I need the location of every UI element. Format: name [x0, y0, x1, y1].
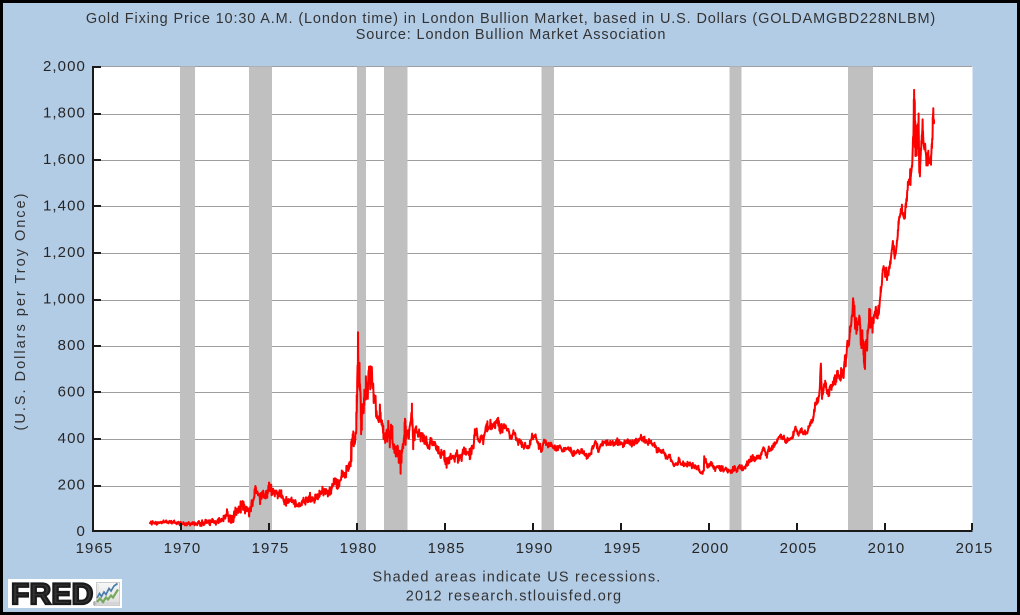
svg-text:600: 600 — [58, 384, 86, 401]
svg-text:Source: London Bullion Market: Source: London Bullion Market Associatio… — [356, 27, 667, 43]
svg-text:1,000: 1,000 — [43, 291, 86, 308]
svg-text:2000: 2000 — [692, 540, 730, 557]
svg-text:1,600: 1,600 — [43, 151, 86, 168]
svg-text:0: 0 — [77, 523, 86, 540]
svg-text:400: 400 — [58, 430, 86, 447]
svg-text:800: 800 — [58, 337, 86, 354]
svg-text:(U.S. Dollars per Troy Once): (U.S. Dollars per Troy Once) — [13, 192, 29, 431]
svg-text:Gold Fixing Price 10:30 A.M. (: Gold Fixing Price 10:30 A.M. (London tim… — [86, 11, 936, 27]
svg-text:200: 200 — [58, 477, 86, 494]
svg-text:2005: 2005 — [780, 540, 818, 557]
svg-text:Shaded areas indicate US reces: Shaded areas indicate US recessions. — [372, 570, 661, 586]
svg-text:FRED: FRED — [11, 578, 93, 611]
svg-text:2012 research.stlouisfed.org: 2012 research.stlouisfed.org — [406, 589, 623, 605]
svg-text:1,200: 1,200 — [43, 244, 86, 261]
svg-text:2,000: 2,000 — [43, 58, 86, 75]
svg-text:1980: 1980 — [340, 540, 378, 557]
svg-text:1985: 1985 — [428, 540, 466, 557]
svg-text:2010: 2010 — [868, 540, 906, 557]
svg-text:1,800: 1,800 — [43, 105, 86, 122]
svg-text:1965: 1965 — [76, 540, 114, 557]
svg-text:1970: 1970 — [164, 540, 202, 557]
svg-text:2015: 2015 — [956, 540, 994, 557]
svg-text:1995: 1995 — [604, 540, 642, 557]
svg-text:1990: 1990 — [516, 540, 554, 557]
svg-text:®: ® — [93, 600, 98, 608]
svg-text:1,400: 1,400 — [43, 198, 86, 215]
svg-text:1975: 1975 — [252, 540, 290, 557]
